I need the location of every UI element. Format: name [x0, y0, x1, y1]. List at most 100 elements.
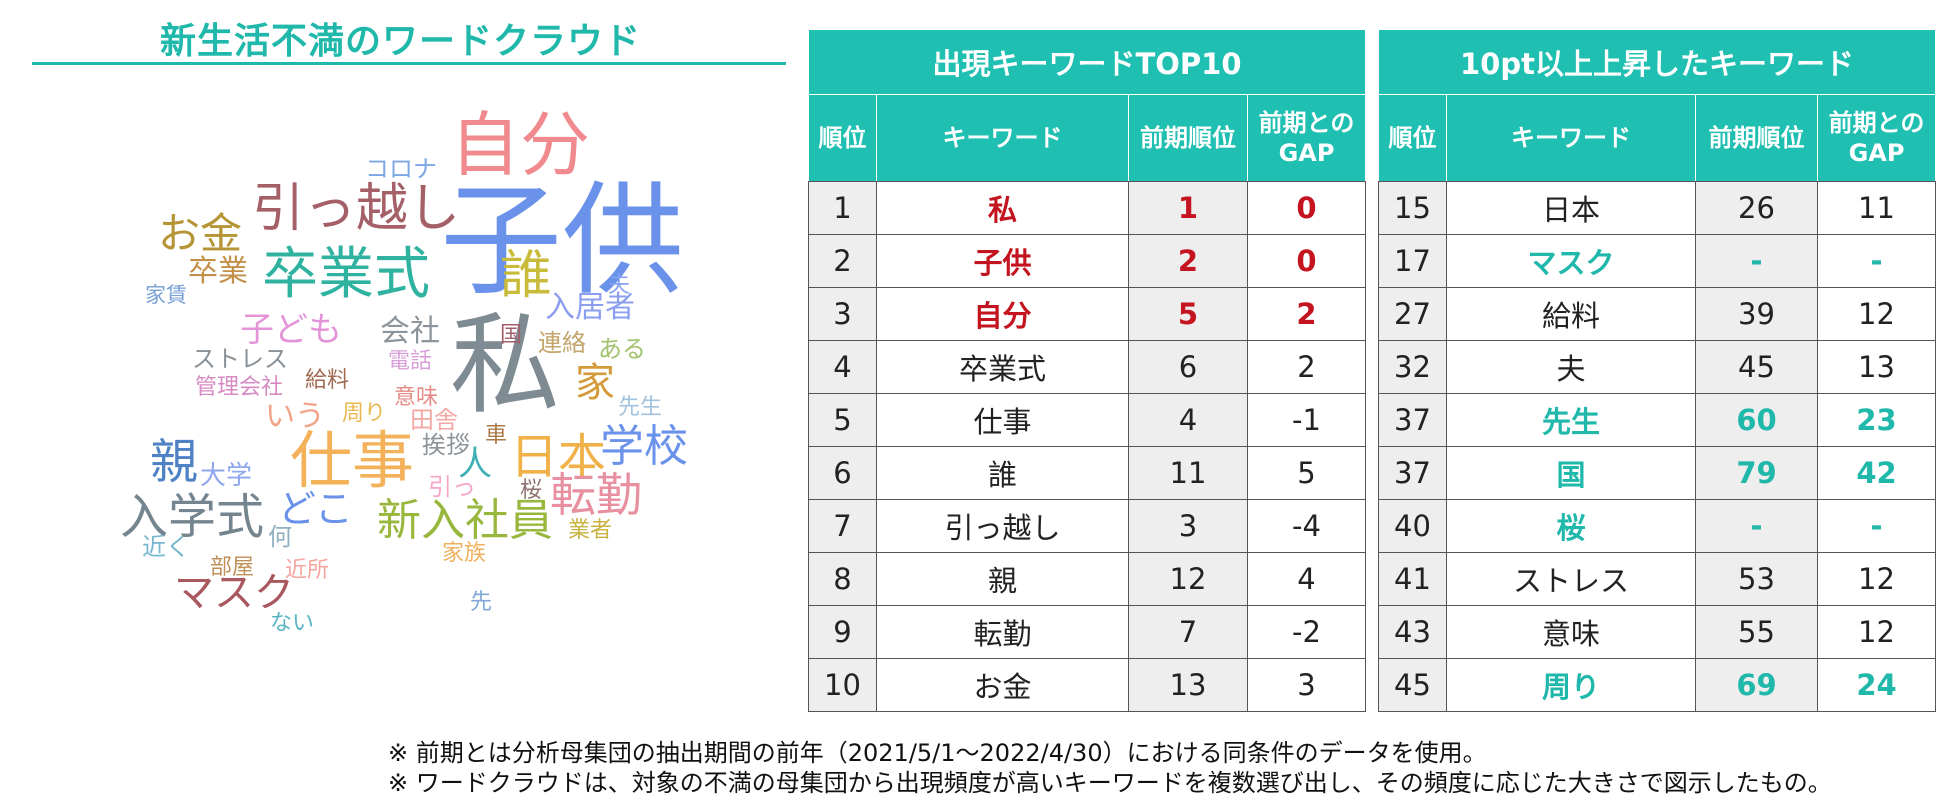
gap-cell: -2 [1247, 605, 1366, 659]
keyword-cell: 国 [1446, 446, 1696, 500]
gap-cell: 5 [1247, 446, 1366, 500]
prev-rank-cell: 55 [1695, 605, 1818, 659]
prev-rank-cell: 79 [1695, 446, 1818, 500]
word-cloud: 子供 私 自分 引っ越し 卒業式 仕事 誰 お金 入学式 新入社員 日本 学校 … [110, 95, 710, 655]
cloud-word: どこ [278, 487, 353, 531]
table-row: 6 誰 11 5 [808, 446, 1366, 500]
rank-cell: 4 [808, 340, 877, 394]
table-row: 10 お金 13 3 [808, 658, 1366, 712]
cloud-word: 引っ越し [252, 179, 461, 239]
table-row: 15 日本 26 11 [1378, 181, 1936, 235]
prev-rank-cell: 1 [1128, 181, 1248, 235]
keyword-cell: 給料 [1446, 287, 1696, 341]
cloud-word: 車 [485, 423, 508, 448]
cloud-word: 新入社員 [377, 495, 553, 546]
cloud-word: 子ども [240, 310, 342, 350]
cloud-word: 家族 [442, 541, 487, 566]
keyword-cell: 転勤 [876, 605, 1129, 659]
cloud-word: 子供 [440, 170, 684, 312]
cloud-word: 卒業 [188, 254, 248, 289]
prev-rank-cell: 11 [1128, 446, 1248, 500]
rank-cell: 27 [1378, 287, 1447, 341]
cloud-word: お金 [158, 209, 243, 258]
header-prev-rank: 前期順位 [1695, 94, 1818, 182]
cloud-word: 自分 [450, 104, 590, 186]
rank-cell: 1 [808, 181, 877, 235]
cloud-word: 田舎 [410, 406, 458, 434]
gap-cell: 0 [1247, 234, 1366, 288]
keyword-cell: 先生 [1446, 393, 1696, 447]
prev-rank-cell: 4 [1128, 393, 1248, 447]
rank-cell: 17 [1378, 234, 1447, 288]
gap-cell: 3 [1247, 658, 1366, 712]
table-row: 8 親 12 4 [808, 552, 1366, 606]
table-row: 7 引っ越し 3 -4 [808, 499, 1366, 553]
table-row: 43 意味 55 12 [1378, 605, 1936, 659]
table-row: 9 転勤 7 -2 [808, 605, 1366, 659]
gap-cell: - [1817, 499, 1936, 553]
prev-rank-cell: - [1695, 234, 1818, 288]
rank-cell: 7 [808, 499, 877, 553]
title-underline [32, 62, 786, 65]
cloud-word: 国 [500, 323, 523, 348]
cloud-word: ストレス [192, 345, 288, 373]
cloud-word: 私 [450, 301, 560, 429]
keyword-cell: マスク [1446, 234, 1696, 288]
keyword-cell: お金 [876, 658, 1129, 712]
cloud-word: 日本 [510, 429, 607, 485]
keyword-cell: ストレス [1446, 552, 1696, 606]
cloud-word: ない [270, 611, 315, 636]
keyword-cell: 親 [876, 552, 1129, 606]
header-keyword: キーワード [876, 94, 1129, 182]
rank-cell: 45 [1378, 658, 1447, 712]
keyword-cell: 引っ越し [876, 499, 1129, 553]
footnote-period: ※ 前期とは分析母集団の抽出期間の前年（2021/5/1～2022/4/30）に… [388, 739, 1487, 767]
cloud-word: いう [265, 399, 325, 434]
table-row: 5 仕事 4 -1 [808, 393, 1366, 447]
rank-cell: 9 [808, 605, 877, 659]
prev-rank-cell: 2 [1128, 234, 1248, 288]
cloud-word: 部屋 [210, 555, 255, 580]
cloud-word: 業者 [568, 518, 613, 543]
keyword-cell: 周り [1446, 658, 1696, 712]
table-row: 45 周り 69 24 [1378, 658, 1936, 712]
rising-keywords-table: 10pt以上上昇したキーワード 順位 キーワード 前期順位 前期との GAP 15… [1378, 29, 1936, 712]
prev-rank-cell: 3 [1128, 499, 1248, 553]
gap-cell: 0 [1247, 181, 1366, 235]
table-row: 17 マスク - - [1378, 234, 1936, 288]
rank-cell: 3 [808, 287, 877, 341]
table-row: 2 子供 2 0 [808, 234, 1366, 288]
header-gap: 前期との GAP [1247, 94, 1366, 182]
gap-cell: -4 [1247, 499, 1366, 553]
rising-caption: 10pt以上上昇したキーワード [1378, 29, 1936, 95]
cloud-word: 会社 [380, 314, 440, 349]
cloud-word: 意味 [394, 385, 439, 410]
cloud-word: コロナ [365, 155, 437, 183]
cloud-word: 家 [575, 360, 615, 406]
keyword-cell: 仕事 [876, 393, 1129, 447]
keyword-cell: 日本 [1446, 181, 1696, 235]
cloud-word: 家賃 [145, 283, 187, 307]
gap-cell: 24 [1817, 658, 1936, 712]
prev-rank-cell: 69 [1695, 658, 1818, 712]
cloud-word: 転勤 [550, 468, 642, 522]
cloud-word: 卒業式 [262, 242, 430, 307]
cloud-word: 入学式 [120, 489, 265, 545]
cloud-word: 学校 [600, 421, 688, 472]
header-gap: 前期との GAP [1817, 94, 1936, 182]
cloud-word: 挨拶 [422, 431, 470, 459]
cloud-word: 先 [470, 590, 493, 615]
cloud-word: 入居者 [545, 290, 635, 325]
cloud-word: 何 [268, 523, 292, 551]
prev-rank-cell: 5 [1128, 287, 1248, 341]
rank-cell: 37 [1378, 393, 1447, 447]
gap-cell: -1 [1247, 393, 1366, 447]
prev-rank-cell: 6 [1128, 340, 1248, 394]
rank-cell: 2 [808, 234, 877, 288]
keyword-cell: 桜 [1446, 499, 1696, 553]
rank-cell: 10 [808, 658, 877, 712]
prev-rank-cell: 26 [1695, 181, 1818, 235]
header-rank: 順位 [1378, 94, 1447, 182]
cloud-word: マスク [174, 570, 294, 616]
